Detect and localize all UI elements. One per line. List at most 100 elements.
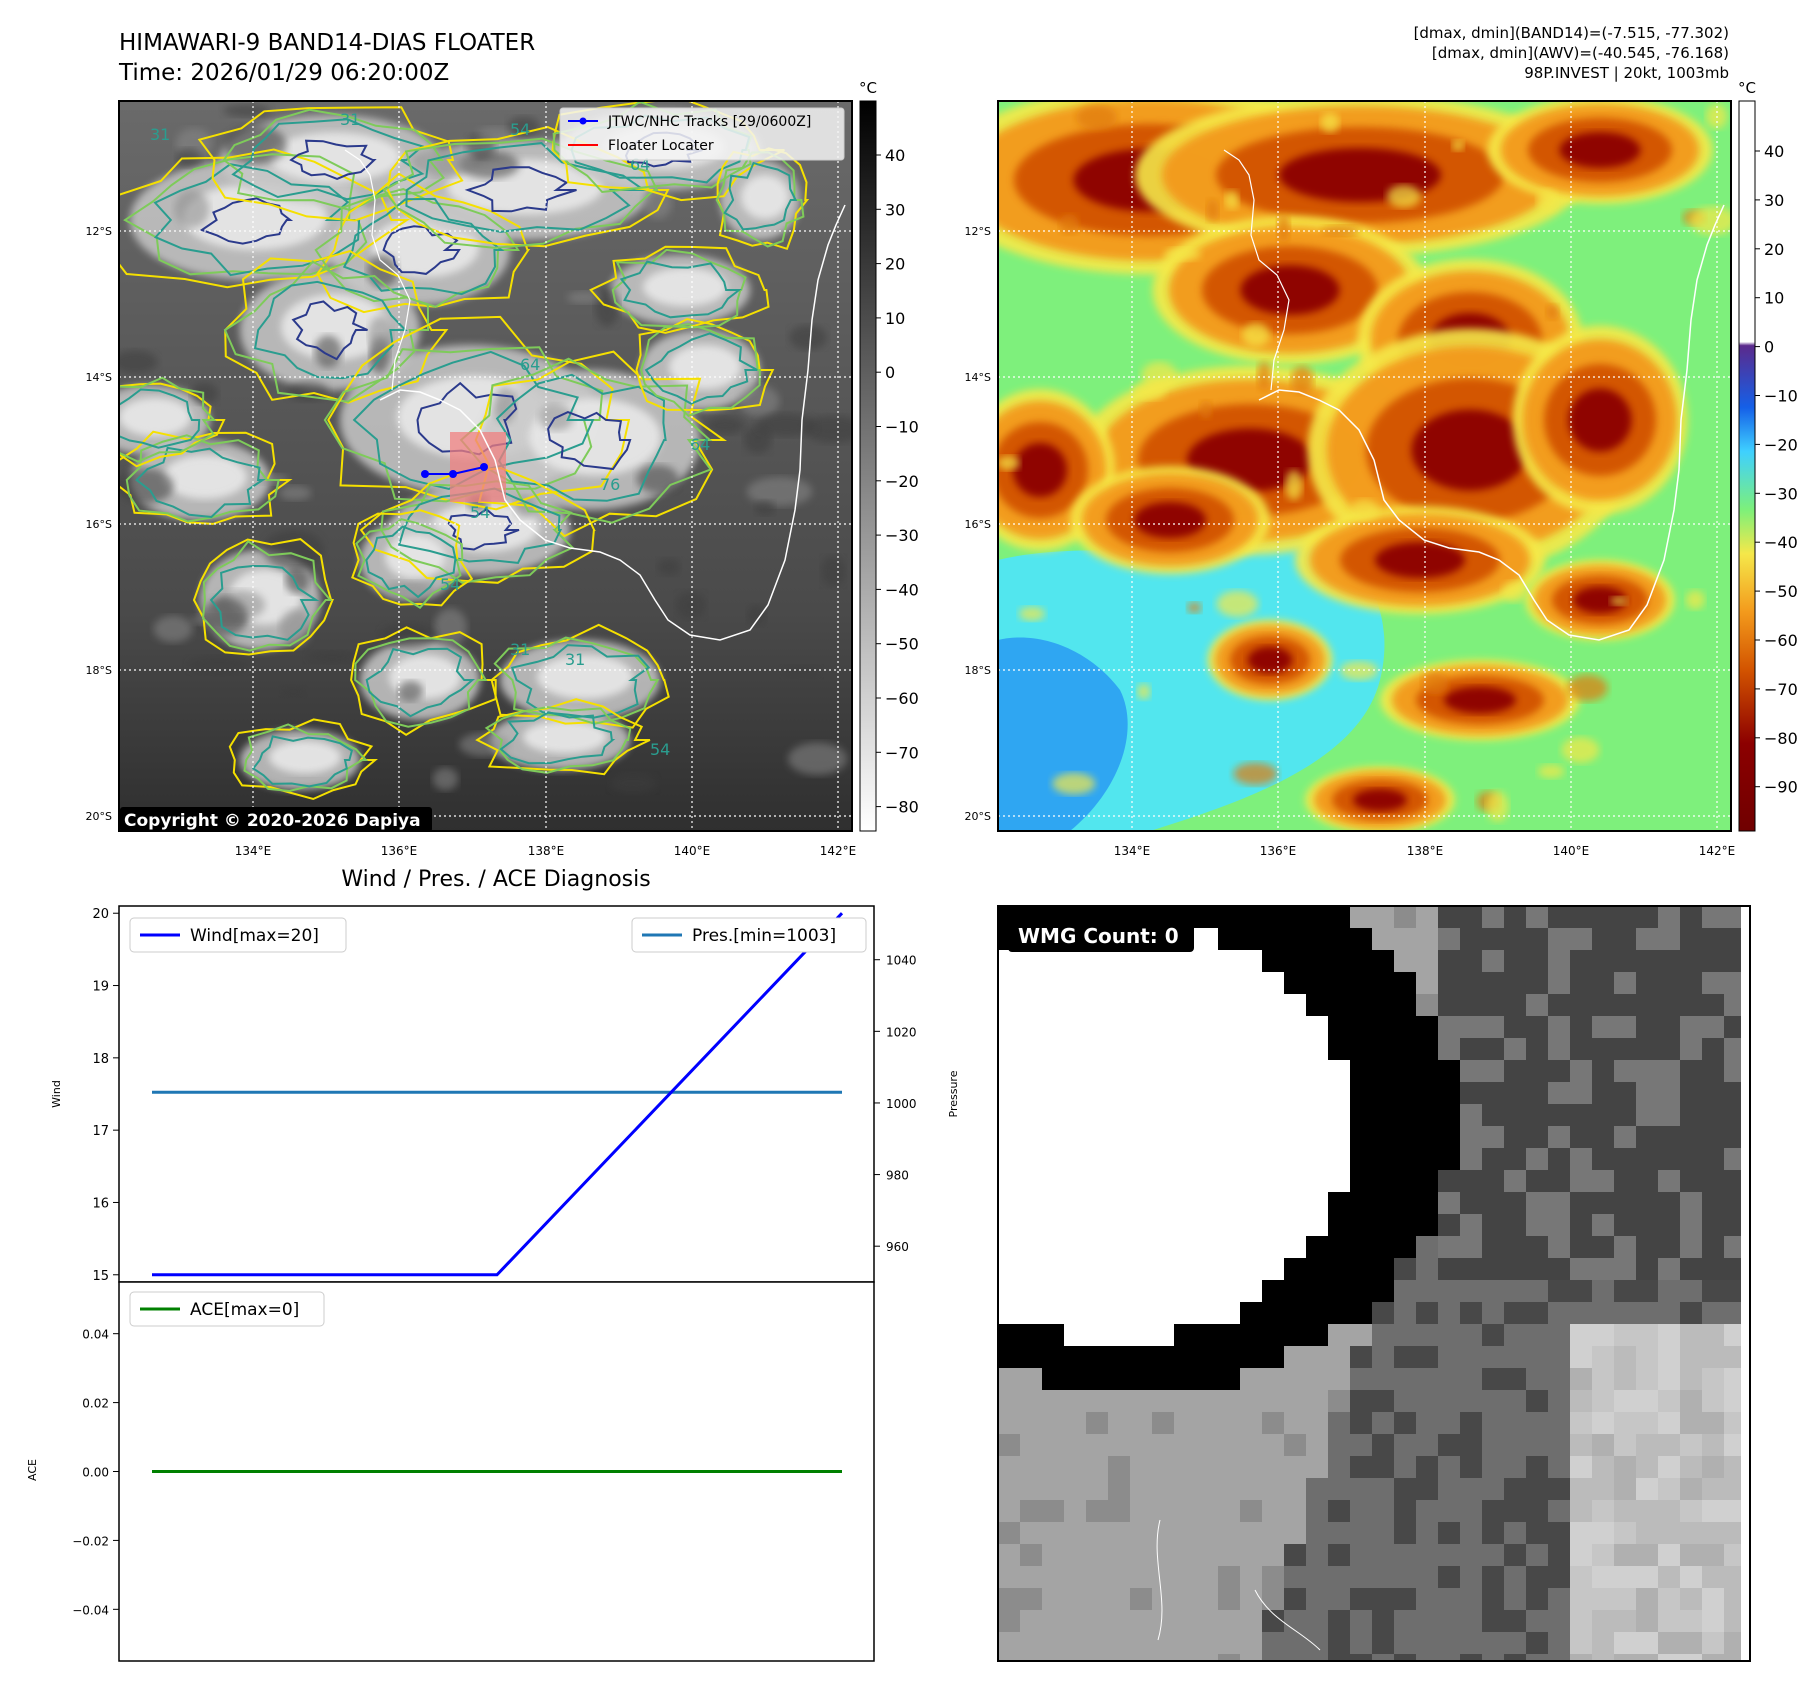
- lat-label: 16°S: [965, 518, 991, 531]
- colorbar-tick-label: 20: [1764, 240, 1784, 259]
- ace-tick-label: −0.04: [72, 1603, 109, 1617]
- enhanced-coastline: [1258, 204, 1725, 641]
- colorbar-tick-label: 30: [885, 200, 905, 219]
- ir-colorbar: °C 40 30 20 10 0 −10 −20 −30 −40 −50 −60 −70 −80: [859, 79, 919, 832]
- ace-tick-label: 0.00: [82, 1466, 109, 1480]
- ir-colorbar-unit: °C: [859, 79, 877, 97]
- legend-track-label: JTWC/NHC Tracks [29/0600Z]: [607, 114, 811, 130]
- colorbar-tick-label: 10: [885, 309, 905, 328]
- ace-legend: ACE[max=0]: [129, 1291, 325, 1327]
- wmg-count-label: WMG Count: 0: [1018, 924, 1179, 948]
- lon-label: 134°E: [1114, 844, 1151, 858]
- lon-label: 134°E: [235, 844, 272, 858]
- floater-locator-box: [450, 432, 506, 502]
- info-awv: [dmax, dmin](AWV)=(-40.545, -76.168): [1432, 44, 1729, 62]
- wind-tick-label: 19: [92, 980, 109, 995]
- contour-label: 54: [650, 740, 670, 759]
- colorbar-tick-label: −50: [1764, 582, 1798, 601]
- colorbar-tick-label: −60: [885, 689, 919, 708]
- pressure-legend-label: Pres.[min=1003]: [692, 926, 836, 946]
- colorbar-tick-label: 0: [885, 363, 895, 382]
- colorbar-tick-label: 40: [885, 146, 905, 165]
- colorbar-tick-label: −70: [1764, 680, 1798, 699]
- ace-legend-label: ACE[max=0]: [190, 1300, 299, 1320]
- ace-tick-label: 0.02: [82, 1397, 109, 1411]
- colorbar-tick-label: −80: [1764, 729, 1798, 748]
- colorbar-tick-label: −30: [1764, 484, 1798, 503]
- wind-tick-label: 15: [92, 1269, 109, 1284]
- lat-label: 14°S: [86, 371, 112, 384]
- wind-axis-label: Wind: [50, 1080, 63, 1108]
- lon-label: 136°E: [1260, 844, 1297, 858]
- colorbar-tick-label: −90: [1764, 778, 1798, 797]
- info-band14: [dmax, dmin](BAND14)=(-7.515, -77.302): [1414, 24, 1729, 42]
- track-point: [480, 463, 488, 471]
- copyright-badge: Copyright © 2020-2026 Dapiya: [120, 807, 432, 832]
- lat-label: 18°S: [965, 664, 991, 677]
- colorbar-tick-label: 0: [1764, 338, 1774, 357]
- ace-axis-label: ACE: [26, 1459, 39, 1481]
- colorbar-tick-label: −20: [1764, 435, 1798, 454]
- figure-title: HIMAWARI-9 BAND14-DIAS FLOATER: [119, 30, 535, 56]
- lon-label: 142°E: [1699, 844, 1736, 858]
- contour-label: 64: [690, 435, 710, 454]
- track-point: [449, 470, 457, 478]
- colorbar-tick-label: 20: [885, 255, 905, 274]
- enhanced-map: 12°S 14°S 16°S 18°S 20°S 134°E 136°E 138°E 140°E…: [965, 100, 1736, 858]
- lon-label: 142°E: [820, 844, 857, 858]
- colorbar-tick-label: −10: [885, 418, 919, 437]
- enhanced-cloud-field: [998, 101, 1731, 831]
- colorbar-tick-label: −50: [885, 635, 919, 654]
- lat-label: 14°S: [965, 371, 991, 384]
- lat-label: 12°S: [965, 225, 991, 238]
- contour-label: 54: [510, 120, 530, 139]
- contour-label: 31: [565, 650, 585, 669]
- lon-label: 138°E: [528, 844, 565, 858]
- wind-legend: Wind[max=20]: [129, 917, 347, 953]
- wind-tick-label: 20: [92, 907, 109, 922]
- wind-tick-label: 16: [92, 1196, 109, 1211]
- ir-coastline: [379, 204, 846, 641]
- colorbar-tick-label: 40: [1764, 142, 1784, 161]
- wind-tick-label: 18: [92, 1052, 109, 1067]
- lat-label: 20°S: [86, 810, 112, 823]
- contour-label: 31: [150, 125, 170, 144]
- colorbar-tick-label: −60: [1764, 631, 1798, 650]
- lon-label: 140°E: [674, 844, 711, 858]
- pressure-tick-label: 1020: [886, 1025, 917, 1039]
- colorbar-tick-label: −40: [1764, 533, 1798, 552]
- pressure-tick-label: 960: [886, 1240, 909, 1254]
- info-storm: 98P.INVEST | 20kt, 1003mb: [1524, 64, 1729, 82]
- contour-label: 31: [510, 640, 530, 659]
- contour-label: 64: [520, 355, 540, 374]
- contour-label: 31: [340, 110, 360, 129]
- pressure-tick-label: 1000: [886, 1097, 917, 1111]
- lat-label: 12°S: [86, 225, 112, 238]
- ace-tick-label: −0.02: [72, 1534, 109, 1548]
- colorbar-tick-label: −10: [1764, 387, 1798, 406]
- ace-tick-label: 0.04: [82, 1328, 109, 1342]
- copyright-text: Copyright © 2020-2026 Dapiya: [124, 811, 421, 831]
- colorbar-tick-label: −80: [885, 798, 919, 817]
- colorbar-tick-label: 30: [1764, 191, 1784, 210]
- colorbar-tick-label: −70: [885, 743, 919, 762]
- contour-label: 54: [470, 503, 490, 522]
- track-point: [421, 470, 429, 478]
- pressure-tick-label: 980: [886, 1169, 909, 1183]
- legend-locator-label: Floater Locater: [608, 138, 714, 154]
- lat-label: 18°S: [86, 664, 112, 677]
- diagnosis-title: Wind / Pres. / ACE Diagnosis: [341, 867, 650, 892]
- colorbar-tick-label: −20: [885, 472, 919, 491]
- contour-label: 54: [440, 575, 460, 594]
- lon-label: 138°E: [1407, 844, 1444, 858]
- wind-pressure-chart: 20 19 18 17 16 15 1040 1020 1000 980 960 Wind Pre…: [50, 905, 960, 1284]
- wmg-cells: [998, 906, 1750, 1661]
- colorbar-tick-label: −40: [885, 580, 919, 599]
- colorbar-tick-label: −30: [885, 526, 919, 545]
- wind-legend-label: Wind[max=20]: [190, 926, 319, 946]
- lat-label: 16°S: [86, 518, 112, 531]
- pressure-axis-label: Pressure: [947, 1070, 960, 1117]
- contour-label: 76: [600, 475, 620, 494]
